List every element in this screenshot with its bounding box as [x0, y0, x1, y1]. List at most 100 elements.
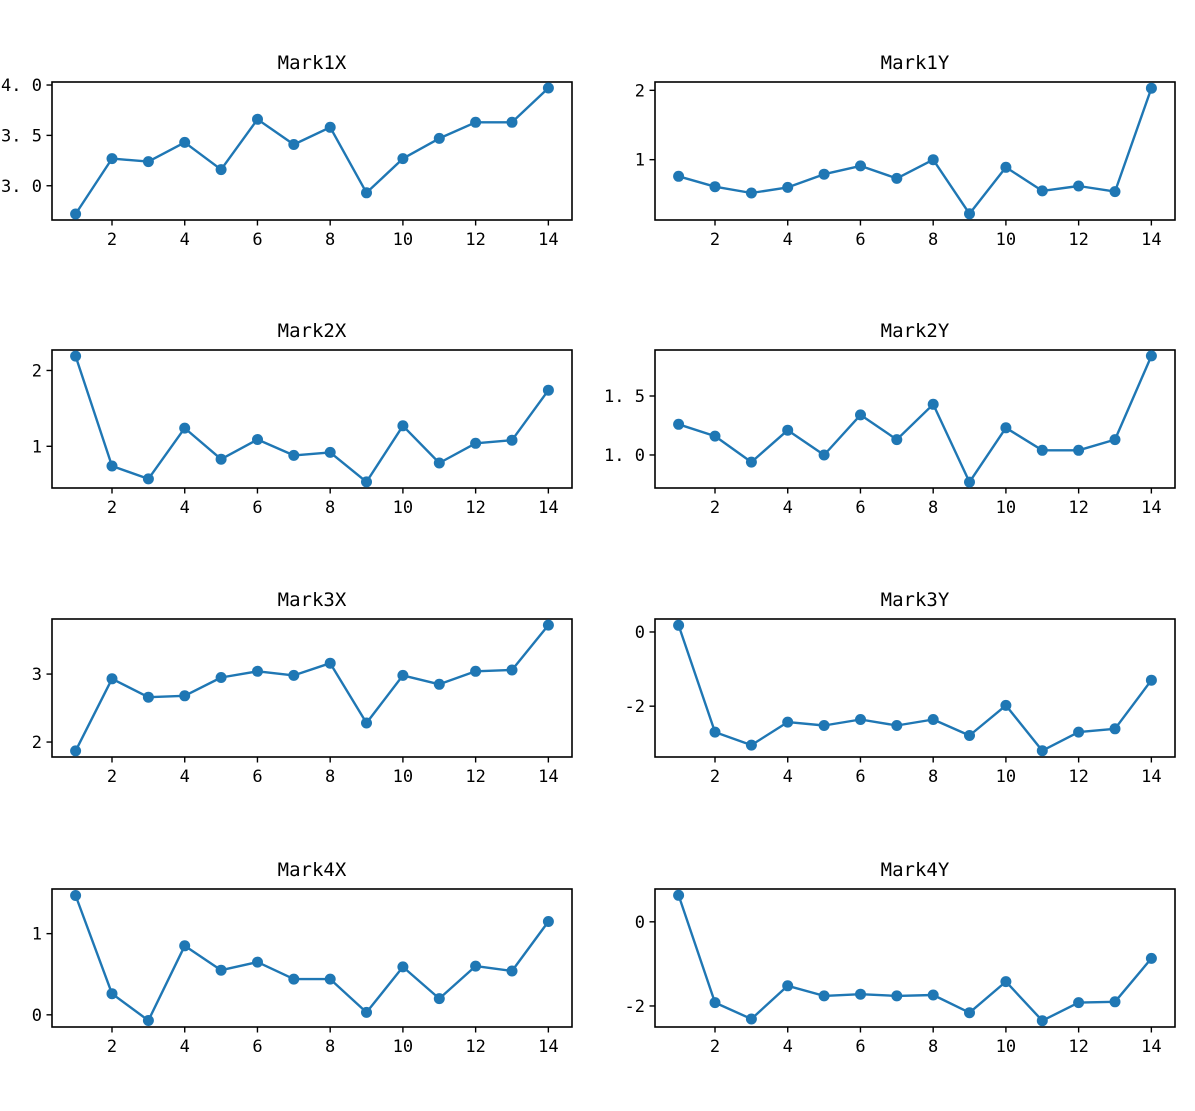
data-point [142, 156, 154, 168]
x-tick-label: 12 [465, 498, 485, 518]
data-point [433, 457, 445, 469]
chart-title: Mark1X [278, 52, 347, 74]
data-point [142, 691, 154, 703]
data-point [106, 988, 118, 1000]
data-point [142, 1015, 154, 1026]
data-point [673, 170, 685, 182]
data-point [470, 960, 482, 972]
data-point [470, 665, 482, 677]
data-point [397, 420, 409, 432]
chart-title: Mark1Y [881, 52, 950, 74]
x-tick-label: 12 [465, 230, 485, 250]
data-point [673, 889, 685, 901]
data-point [818, 449, 830, 461]
y-tick-label: 0 [635, 913, 645, 933]
data-point [288, 973, 300, 985]
y-tick-label: 3. 0 [1, 177, 42, 197]
line-series [677, 894, 1153, 1022]
x-tick-label: 2 [107, 498, 117, 518]
data-point [1109, 723, 1121, 735]
data-point [709, 181, 721, 193]
x-tick-label: 8 [928, 1037, 938, 1057]
data-point [1109, 996, 1121, 1008]
data-point [542, 82, 554, 94]
data-point [1073, 444, 1085, 456]
y-tick-label: 1 [32, 437, 42, 457]
data-point [1073, 180, 1085, 192]
data-point [361, 717, 372, 729]
x-tick-label: 8 [928, 498, 938, 518]
data-point [927, 989, 939, 1001]
data-point [1145, 82, 1157, 94]
data-point [70, 208, 82, 220]
data-point [470, 116, 482, 128]
data-point [70, 350, 82, 362]
data-point [927, 154, 939, 166]
plot-box [51, 888, 573, 1028]
subplot-mark4x: Mark4X 2 4 6 8 10 12 14 0 1 [32, 859, 573, 1057]
x-tick-label: 4 [783, 767, 793, 787]
x-tick-label: 10 [393, 767, 413, 787]
data-point [288, 449, 300, 461]
x-tick-label: 4 [783, 498, 793, 518]
y-tick-label: 0 [635, 623, 645, 643]
data-point [1145, 674, 1157, 686]
data-point [397, 669, 409, 681]
y-tick-label: 1. 5 [604, 387, 645, 407]
x-tick-label: 4 [180, 767, 190, 787]
data-point [470, 437, 482, 449]
plot-box [654, 349, 1176, 489]
data-point [106, 153, 118, 165]
data-point [179, 690, 191, 702]
x-tick-label: 14 [538, 230, 558, 250]
data-point [673, 418, 685, 430]
x-tick-label: 14 [1141, 230, 1161, 250]
plot-box [51, 349, 573, 489]
line-series [677, 354, 1153, 484]
x-tick-label: 12 [1068, 767, 1088, 787]
data-point [1000, 699, 1012, 711]
chart-title: Mark4Y [881, 859, 950, 881]
data-point [855, 409, 866, 421]
plot-box [654, 618, 1176, 758]
data-point [324, 657, 336, 669]
data-point [215, 164, 227, 176]
line-series [74, 894, 550, 1022]
x-tick-label: 14 [1141, 498, 1161, 518]
data-point [542, 619, 554, 631]
data-point [673, 619, 685, 631]
data-point [397, 961, 409, 973]
data-point [1036, 745, 1048, 757]
x-tick-label: 10 [996, 230, 1016, 250]
data-point [1000, 422, 1012, 434]
line-series [74, 86, 550, 216]
chart-title: Mark3X [278, 589, 347, 611]
x-tick-label: 10 [393, 230, 413, 250]
plot-box [51, 618, 573, 758]
chart-title: Mark3Y [881, 589, 950, 611]
data-point [927, 714, 939, 725]
data-point [964, 476, 975, 488]
data-point [745, 456, 757, 468]
data-point [1073, 997, 1085, 1009]
y-tick-label: 2 [32, 733, 42, 753]
subplot-mark4y: Mark4Y 2 4 6 8 10 12 14 -2 0 [625, 859, 1176, 1057]
data-point [1145, 350, 1157, 362]
line-series [677, 86, 1153, 216]
data-point [252, 434, 263, 445]
plot-box [654, 81, 1176, 221]
data-point [964, 208, 975, 220]
x-tick-label: 12 [1068, 498, 1088, 518]
data-point [818, 990, 830, 1002]
x-tick-label: 8 [325, 230, 335, 250]
data-point [361, 476, 372, 488]
chart-title: Mark2Y [881, 320, 950, 342]
x-tick-label: 2 [107, 767, 117, 787]
x-tick-label: 8 [928, 230, 938, 250]
data-point [709, 430, 721, 442]
x-tick-label: 6 [855, 767, 865, 787]
data-point [745, 1013, 757, 1025]
x-tick-label: 8 [325, 767, 335, 787]
data-point [782, 980, 794, 992]
